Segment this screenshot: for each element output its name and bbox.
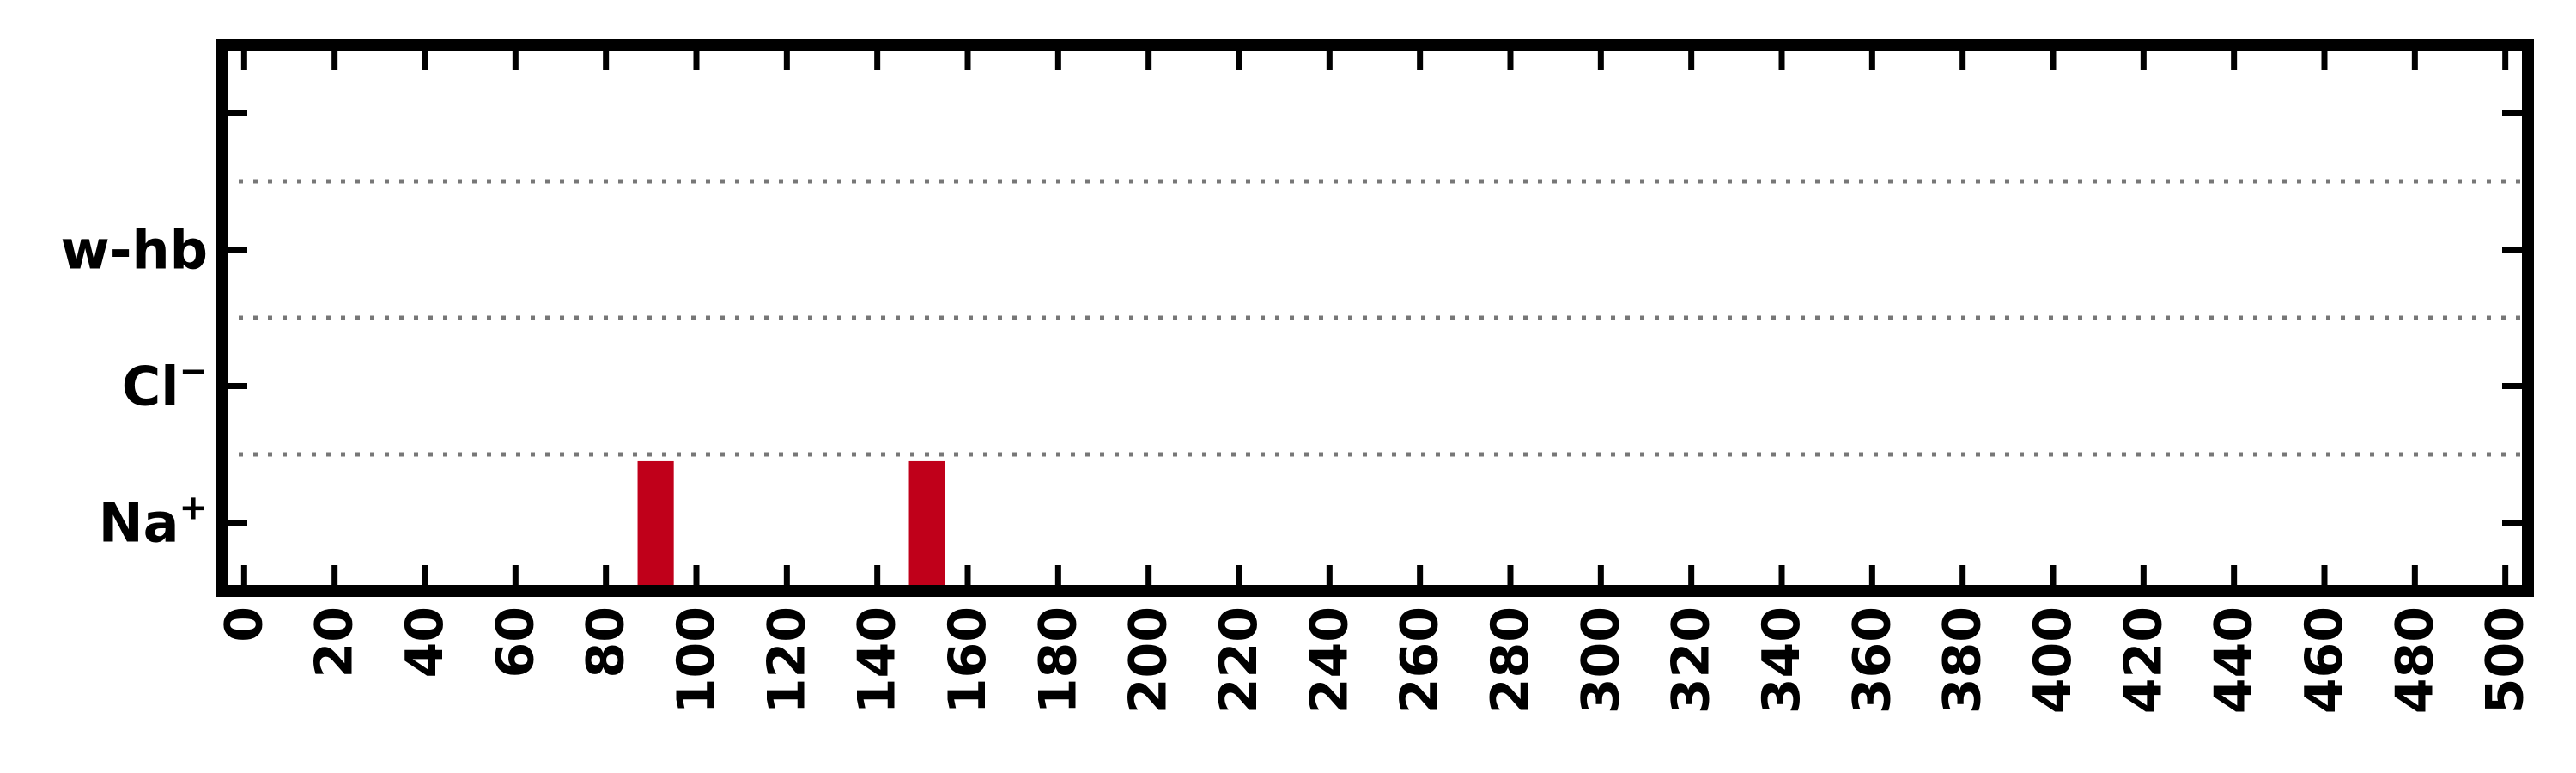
x-tick-label: 400 xyxy=(2023,606,2083,714)
x-tick-label: 20 xyxy=(305,606,365,679)
x-tick-label: 320 xyxy=(1662,606,1722,714)
x-tick-label: 240 xyxy=(1299,606,1359,714)
x-tick-label: 300 xyxy=(1571,606,1631,714)
x-tick-label: 360 xyxy=(1842,606,1902,714)
x-tick-label: 480 xyxy=(2385,606,2445,714)
x-tick-label: 280 xyxy=(1480,606,1540,714)
x-tick-label: 500 xyxy=(2476,606,2536,714)
y-tick-label: Cl− xyxy=(122,352,208,418)
x-tick-label: 420 xyxy=(2113,606,2173,714)
bar-0-1 xyxy=(908,460,945,591)
x-tick-label: 380 xyxy=(1933,606,1993,714)
x-tick-label: 200 xyxy=(1119,606,1179,714)
grid-lines xyxy=(239,179,2523,457)
x-tick-label: 40 xyxy=(395,606,455,679)
x-tick-label: 440 xyxy=(2204,606,2264,714)
x-tick-label: 340 xyxy=(1752,606,1812,714)
x-tick-label: 120 xyxy=(756,606,817,714)
bar-0-0 xyxy=(637,460,674,591)
x-tick-label: 260 xyxy=(1390,606,1450,714)
x-tick-label: 460 xyxy=(2294,606,2354,714)
x-tick-label: 220 xyxy=(1209,606,1269,714)
plot-frame xyxy=(216,39,2534,597)
x-tick-labels: 0 20 40 60 80 100 120 140 160 180 200 220 240 260 280 3… xyxy=(214,606,2535,714)
y-tick-label: w-hb xyxy=(60,219,208,282)
y-tick-labels: Na+ Cl− w-hb xyxy=(60,219,208,555)
x-tick-label: 0 xyxy=(214,606,274,642)
y-tick-label: Na+ xyxy=(99,489,208,555)
x-tick-label: 60 xyxy=(485,606,545,679)
x-tick-label: 100 xyxy=(666,606,726,714)
x-tick-label: 160 xyxy=(938,606,998,714)
x-tick-label: 80 xyxy=(576,606,636,679)
x-tick-label: 140 xyxy=(848,606,908,714)
bars xyxy=(637,460,945,591)
x-tick-label: 180 xyxy=(1028,606,1088,714)
